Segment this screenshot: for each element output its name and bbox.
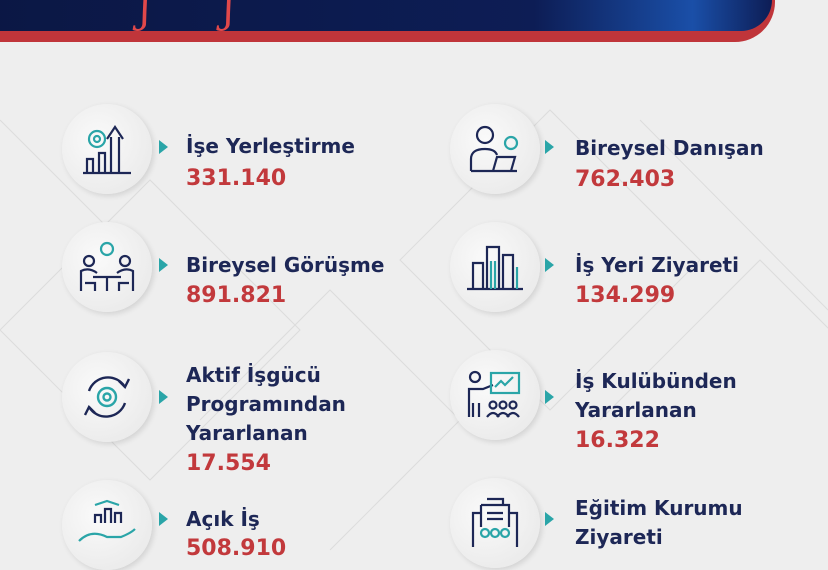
buildings-icon xyxy=(450,222,540,312)
pointer-arrow xyxy=(159,390,168,404)
item-title: Ziyareti xyxy=(575,525,663,549)
item-title: Yararlanan xyxy=(186,421,308,445)
item-title: Bireysel Danışan xyxy=(575,136,764,160)
chart-growth-gear-icon xyxy=(62,104,152,194)
presentation-audience-icon xyxy=(450,350,540,440)
item-title: Açık İş xyxy=(186,507,260,531)
pointer-arrow xyxy=(159,512,168,526)
item-value: 891.821 xyxy=(186,283,287,308)
item-title: Yararlanan xyxy=(575,398,697,422)
item-value: 16.322 xyxy=(575,428,660,453)
person-laptop-gear-icon xyxy=(450,104,540,194)
school-group-icon xyxy=(450,478,540,568)
item-value: 17.554 xyxy=(186,451,271,476)
meeting-table-icon xyxy=(62,222,152,312)
pointer-arrow xyxy=(545,258,554,272)
item-title: İş Yeri Ziyareti xyxy=(575,253,739,277)
header-banner xyxy=(0,0,772,31)
header-script-logo: ʃ ʃ xyxy=(140,0,265,32)
item-value: 762.403 xyxy=(575,167,676,192)
item-value: 331.140 xyxy=(186,166,287,191)
item-value: 134.299 xyxy=(575,283,676,308)
item-title: İşe Yerleştirme xyxy=(186,134,355,158)
item-title: İş Kulübünden xyxy=(575,369,737,393)
cycle-gear-icon xyxy=(62,352,152,442)
item-title: Aktif İşgücü xyxy=(186,363,321,387)
item-title: Bireysel Görüşme xyxy=(186,253,385,277)
pointer-arrow xyxy=(545,140,554,154)
hand-chart-icon xyxy=(62,480,152,570)
item-title: Programından xyxy=(186,392,346,416)
pointer-arrow xyxy=(159,258,168,272)
pointer-arrow xyxy=(545,512,554,526)
pointer-arrow xyxy=(159,140,168,154)
item-value: 508.910 xyxy=(186,536,287,561)
pointer-arrow xyxy=(545,390,554,404)
item-title: Eğitim Kurumu xyxy=(575,496,743,520)
